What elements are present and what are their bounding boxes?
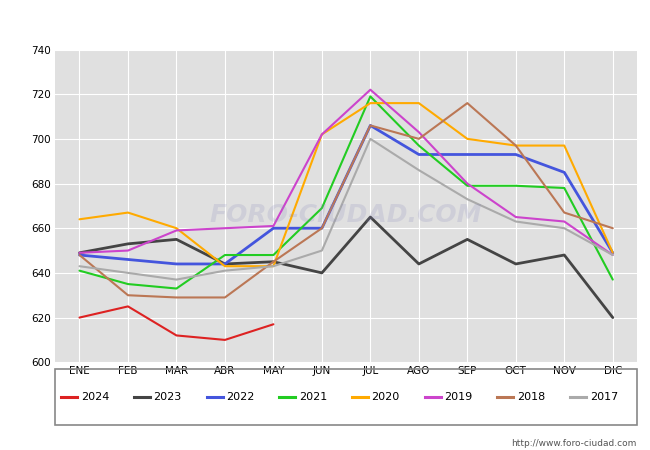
Text: Afiliados en Puebla de Don Fadrique a 31/5/2024: Afiliados en Puebla de Don Fadrique a 31… [129,16,521,31]
Text: 2022: 2022 [226,392,255,402]
Text: 2024: 2024 [81,392,109,402]
Text: 2020: 2020 [372,392,400,402]
Text: 2021: 2021 [299,392,327,402]
Text: FORO-CIUDAD.COM: FORO-CIUDAD.COM [210,203,482,227]
Text: 2023: 2023 [153,392,181,402]
Text: 2018: 2018 [517,392,545,402]
Text: http://www.foro-ciudad.com: http://www.foro-ciudad.com [512,439,637,448]
Text: 2017: 2017 [590,392,618,402]
Text: 2019: 2019 [445,392,473,402]
